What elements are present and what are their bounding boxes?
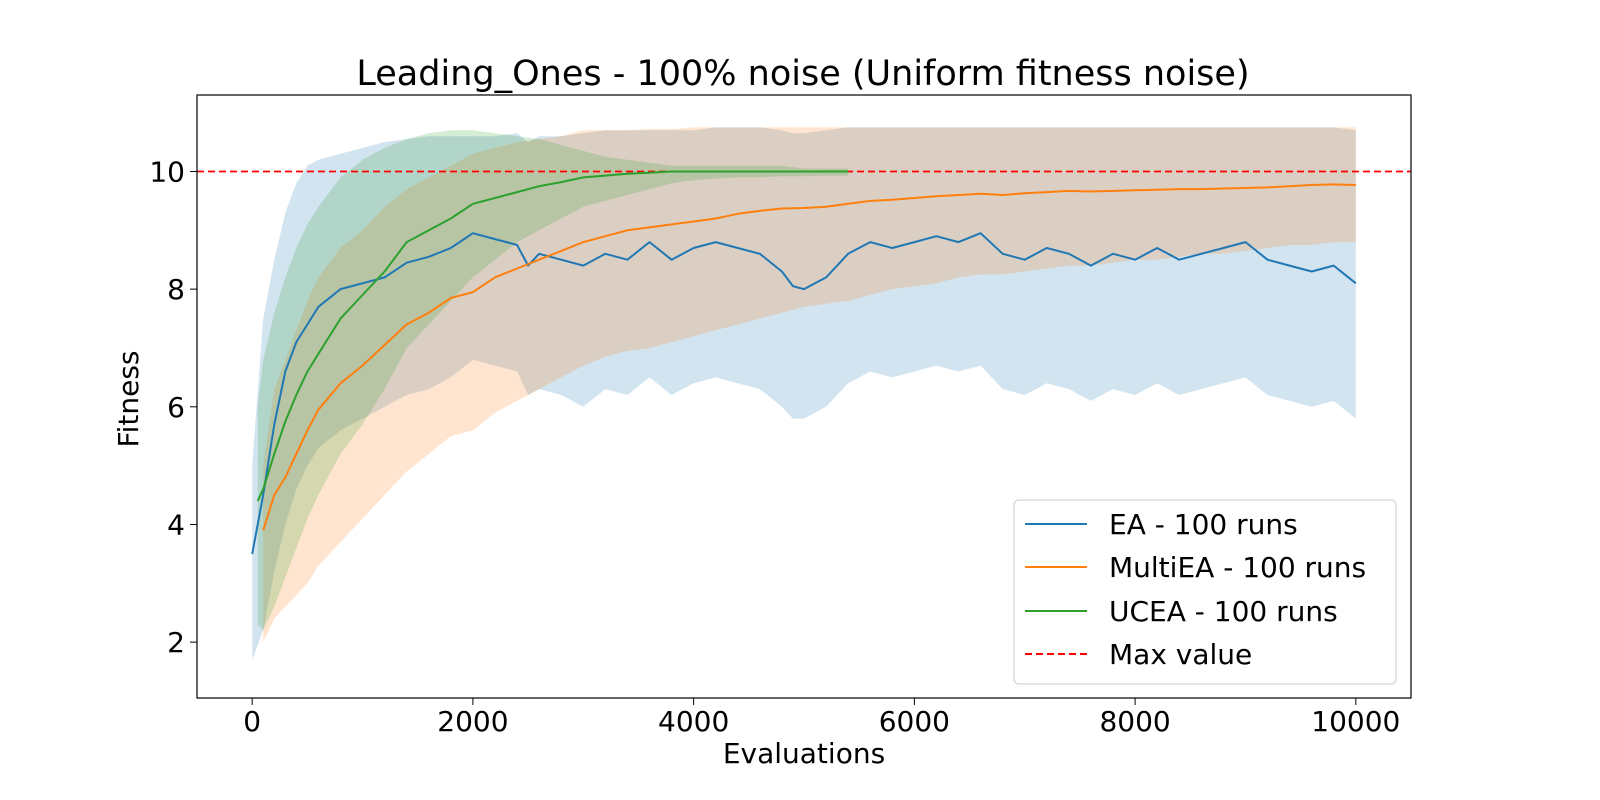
y-tick-label: 2 <box>167 626 185 659</box>
x-tick-label: 2000 <box>437 705 508 738</box>
legend-label-ea: EA - 100 runs <box>1109 508 1298 541</box>
chart-title: Leading_Ones - 100% noise (Uniform fitne… <box>356 54 1249 94</box>
plot-frame <box>196 94 1412 699</box>
y-axis: 2 4 6 8 10 <box>149 155 197 659</box>
y-tick-label: 4 <box>167 508 185 541</box>
x-axis-label: Evaluations <box>723 737 885 770</box>
x-tick-label: 10000 <box>1311 705 1400 738</box>
legend-label-max-value: Max value <box>1109 638 1252 671</box>
series-lines <box>251 170 1357 555</box>
series-line-multiea <box>262 183 1356 531</box>
legend: EA - 100 runs MultiEA - 100 runs UCEA - … <box>1013 499 1397 685</box>
y-tick-label: 10 <box>149 155 185 188</box>
y-axis-label: Fitness <box>112 351 145 448</box>
series-line-ea <box>251 232 1357 555</box>
legend-label-ucea: UCEA - 100 runs <box>1109 595 1338 628</box>
y-tick-label: 8 <box>167 273 185 306</box>
band-ucea <box>257 130 849 631</box>
legend-frame <box>1013 499 1397 685</box>
x-tick-label: 4000 <box>658 705 729 738</box>
x-tick-label: 0 <box>243 705 261 738</box>
legend-label-multiea: MultiEA - 100 runs <box>1109 551 1366 584</box>
x-axis: 0 2000 4000 6000 8000 10000 <box>243 698 1400 738</box>
x-tick-label: 8000 <box>1099 705 1170 738</box>
series-line-ucea <box>256 170 849 502</box>
y-tick-label: 6 <box>167 391 185 424</box>
x-tick-label: 6000 <box>879 705 950 738</box>
